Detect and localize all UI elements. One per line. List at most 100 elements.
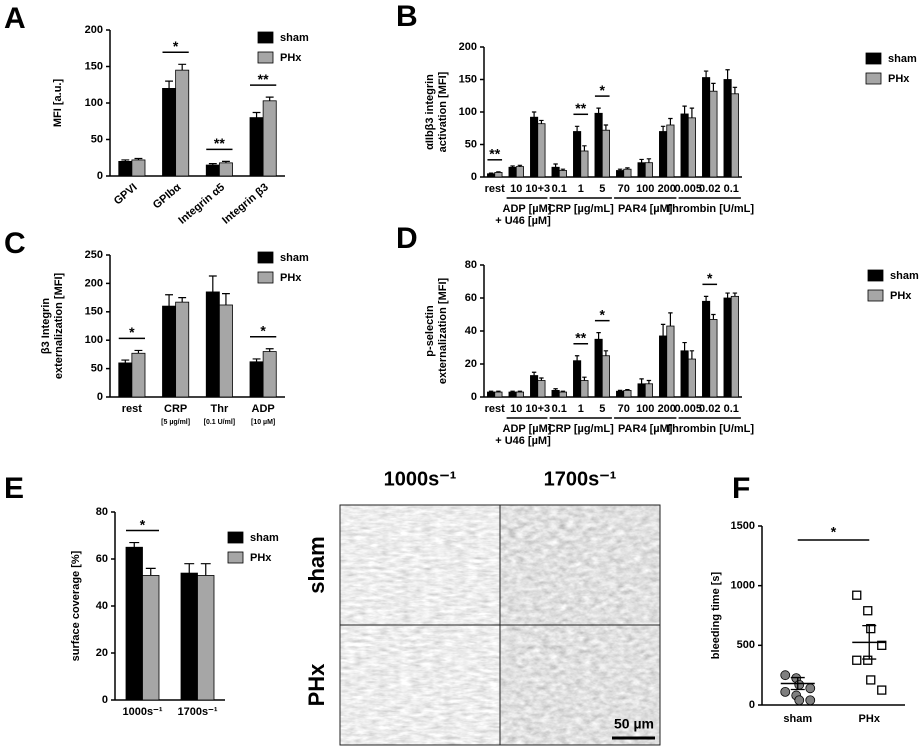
error-bar — [165, 294, 173, 307]
error-bar — [625, 388, 630, 391]
error-bar — [134, 349, 143, 354]
legend-label: PHx — [890, 290, 912, 302]
significance-label: * — [600, 82, 606, 98]
bar — [494, 391, 503, 398]
x-tick-label: 1 — [578, 183, 584, 195]
x-tick-label: 1 — [578, 403, 584, 415]
error-bar — [603, 350, 609, 356]
micrograph — [500, 505, 660, 625]
error-bar — [682, 105, 687, 114]
bar — [551, 166, 560, 178]
y-tick-label: 20 — [96, 647, 108, 659]
x-tick-label: 200 — [658, 403, 676, 415]
error-bar — [668, 312, 673, 327]
data-point — [794, 679, 805, 690]
x-tick-label: 0.1 — [724, 183, 739, 195]
x-tick-label: rest — [485, 403, 506, 415]
x-tick-label: 1700s⁻¹ — [177, 706, 217, 718]
x-tick-label: 0.02 — [699, 183, 720, 195]
bar — [205, 291, 220, 398]
micrograph-frame — [499, 624, 661, 746]
bar — [637, 383, 646, 398]
group-label: PAR4 [µM] — [618, 203, 673, 215]
bar — [623, 389, 632, 398]
bar — [218, 162, 233, 177]
legend-label: sham — [280, 32, 309, 44]
error-bar — [703, 295, 709, 302]
x-tick-label: rest — [122, 403, 143, 415]
bar — [515, 166, 524, 178]
significance-label: * — [707, 270, 713, 286]
bar — [702, 300, 711, 398]
group-label: ADP [µM] — [503, 423, 552, 435]
group-label: PAR4 [µM] — [618, 423, 673, 435]
group-label: ADP [µM] — [503, 203, 552, 215]
error-bar — [222, 160, 230, 163]
legend-swatch — [257, 51, 274, 64]
panel-label: B — [396, 0, 418, 33]
bar — [131, 352, 146, 398]
significance-label: * — [140, 516, 146, 532]
x-tick-label: 100 — [636, 403, 654, 415]
y-axis-label: αIIbβ3 integrin — [424, 74, 436, 150]
micrograph — [340, 625, 500, 745]
legend-label: sham — [280, 252, 309, 264]
legend-label: PHx — [280, 272, 302, 284]
error-bar — [596, 107, 601, 114]
error-bar — [553, 388, 558, 391]
x-tick-label: 10 — [510, 403, 522, 415]
bar — [637, 162, 646, 178]
column-header: 1700s⁻¹ — [544, 468, 617, 490]
bar — [687, 358, 696, 398]
bar — [508, 166, 517, 178]
legend-swatch — [227, 531, 244, 544]
y-tick-label: 40 — [96, 600, 108, 612]
y-tick-label: 20 — [465, 358, 477, 370]
error-bar — [200, 563, 211, 576]
legend-label: PHx — [888, 73, 910, 85]
bar — [616, 390, 625, 398]
error-bar — [510, 390, 515, 393]
bar — [723, 297, 732, 398]
error-bar — [646, 158, 652, 163]
bar — [530, 116, 539, 178]
y-axis-label: bleeding time [s] — [710, 571, 722, 659]
x-tick-label: 0.005 — [674, 403, 702, 415]
error-bar — [208, 275, 217, 292]
micrograph — [340, 505, 500, 625]
bar — [730, 93, 739, 178]
x-tick-label: 5 — [599, 403, 605, 415]
data-point — [794, 695, 805, 706]
y-tick-label: 150 — [85, 60, 103, 72]
bar — [494, 172, 503, 178]
x-tick-label: ADP — [252, 403, 275, 415]
x-tick-label: 10+3 — [525, 403, 550, 415]
data-point — [863, 606, 873, 616]
sem-bar — [790, 676, 805, 691]
x-tick-label: 0.1 — [552, 403, 567, 415]
error-bar — [603, 124, 609, 131]
bar — [142, 575, 160, 701]
row-label: sham — [304, 536, 329, 593]
error-bar — [121, 359, 130, 363]
x-tick-label: 70 — [618, 403, 630, 415]
y-tick-label: 0 — [471, 171, 477, 183]
y-tick-label: 50 — [465, 138, 477, 150]
error-bar — [496, 390, 501, 393]
data-point — [866, 675, 876, 685]
group-label: + U46 [µM] — [495, 215, 551, 227]
x-tick-label: 200 — [658, 183, 676, 195]
error-bar — [178, 297, 187, 303]
x-tick-label: Integrin β3 — [220, 181, 271, 226]
error-bar — [668, 117, 673, 125]
error-bar — [560, 390, 566, 393]
bar — [487, 391, 496, 398]
micrograph — [500, 625, 660, 745]
y-tick-label: 0 — [97, 170, 103, 182]
y-tick-label: 40 — [465, 325, 477, 337]
x-tick-label: 0.005 — [674, 183, 702, 195]
data-point — [877, 685, 887, 695]
legend-swatch — [257, 271, 274, 284]
group-label: Thrombin [U/mL] — [665, 203, 754, 215]
panel-label: D — [396, 222, 418, 255]
